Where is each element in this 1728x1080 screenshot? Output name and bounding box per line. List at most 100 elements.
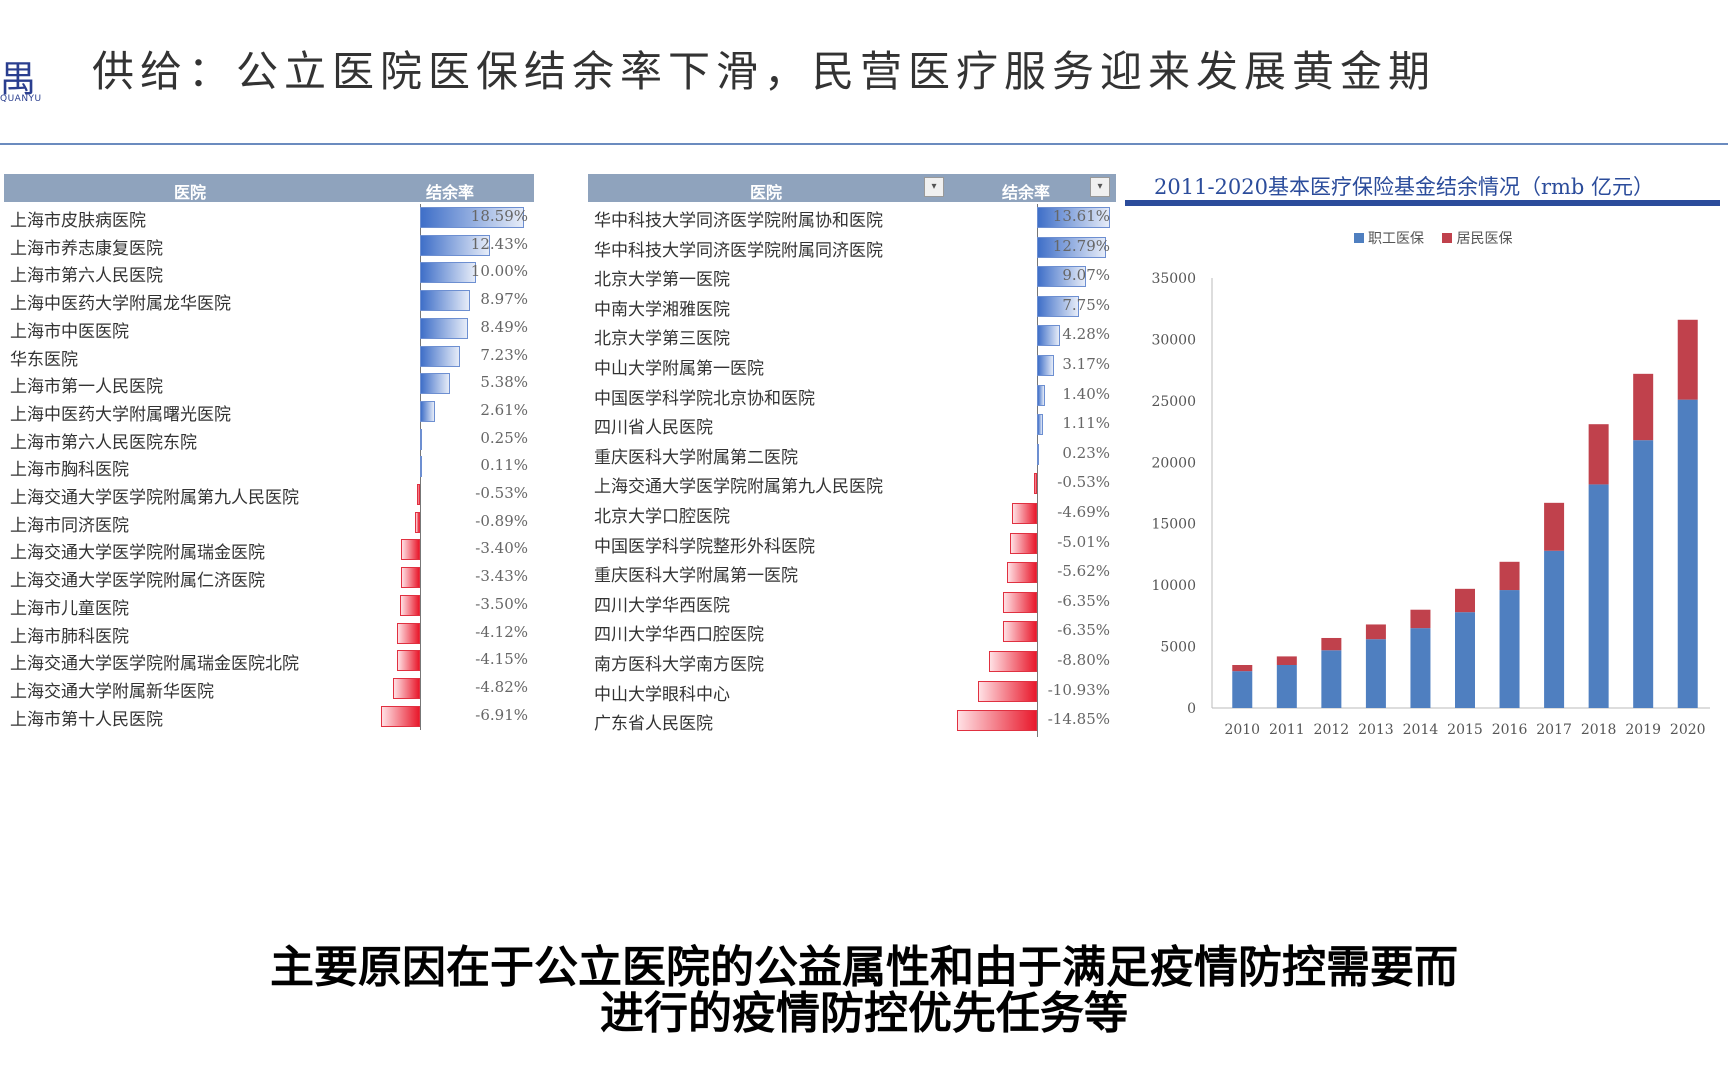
hospital-name: 南方医科大学南方医院 <box>594 655 764 675</box>
hospital-name: 上海市第六人民医院东院 <box>10 432 197 453</box>
table-row: 上海市第六人民医院 10.00% <box>4 259 534 286</box>
table-row: 上海中医药大学附属曙光医院 2.61% <box>4 398 534 425</box>
positive-rate-bar <box>1037 355 1055 376</box>
balance-rate: 12.79% <box>1052 236 1110 255</box>
y-tick-label: 15000 <box>1151 517 1196 533</box>
hospital-name: 上海市中医医院 <box>10 321 129 342</box>
left-header-rate: 结余率 <box>426 183 475 202</box>
positive-rate-bar <box>1037 443 1039 465</box>
positive-rate-bar <box>420 262 476 284</box>
hospital-name: 上海交通大学医学院附属第九人民医院 <box>10 488 299 508</box>
balance-rate: 0.23% <box>1062 443 1110 462</box>
bar-resident-insurance <box>1499 561 1520 591</box>
balance-rate: 2.61% <box>480 400 528 419</box>
hospital-name: 上海市儿童医院 <box>10 598 129 619</box>
balance-rate: -4.69% <box>1057 503 1110 521</box>
table-row: 上海市同济医院 -0.89% <box>4 509 534 536</box>
positive-rate-bar <box>420 234 490 256</box>
balance-rate: -0.89% <box>475 511 528 530</box>
x-tick-label: 2018 <box>1581 722 1617 738</box>
hospital-name: 华东医院 <box>10 349 78 370</box>
right-table-header: 医院 结余率 ▾ ▾ <box>588 174 1116 202</box>
table-row: 北京大学口腔医院 -4.69% <box>588 500 1116 527</box>
balance-rate: 7.75% <box>1062 295 1110 314</box>
positive-rate-bar <box>1037 325 1061 347</box>
hospital-name: 中国医学科学院北京协和医院 <box>594 388 815 409</box>
hospital-name: 上海市第一人民医院 <box>10 377 163 398</box>
negative-rate-bar <box>415 511 420 533</box>
table-row: 上海市第一人民医院 5.38% <box>4 370 534 397</box>
balance-rate: 4.28% <box>1062 325 1110 344</box>
hospital-name: 中南大学湘雅医院 <box>594 299 730 320</box>
table-row: 上海交通大学医学院附属瑞金医院北院 -4.15% <box>4 647 534 674</box>
negative-rate-bar <box>400 594 420 616</box>
hospital-name: 上海市养志康复医院 <box>10 238 163 259</box>
negative-rate-bar <box>400 539 420 561</box>
table-row: 四川大学华西医院 -6.35% <box>588 589 1116 616</box>
legend-label-employee: 职工医保 <box>1368 231 1424 247</box>
hospital-name: 中山大学附属第一医院 <box>594 359 764 379</box>
balance-rate: -6.35% <box>1057 591 1110 610</box>
x-tick-label: 2012 <box>1314 722 1350 738</box>
hospital-name: 上海市第十人民医院 <box>10 709 163 730</box>
legend-swatch-employee <box>1354 233 1364 243</box>
bar-employee-insurance <box>1544 550 1565 708</box>
right-bar-axis <box>1037 204 1038 737</box>
balance-rate: -14.85% <box>1047 710 1110 729</box>
table-row: 上海交通大学医学院附属仁济医院 -3.43% <box>4 564 534 591</box>
logo-wordmark: QUANYU <box>0 94 42 104</box>
legend-swatch-resident <box>1442 233 1453 243</box>
balance-rate: -0.53% <box>475 484 528 502</box>
bar-employee-insurance <box>1410 628 1431 708</box>
x-tick-label: 2016 <box>1492 722 1528 738</box>
negative-rate-bar <box>1002 591 1037 613</box>
hospital-name: 北京大学口腔医院 <box>594 507 730 527</box>
bar-employee-insurance <box>1365 639 1386 708</box>
balance-rate: 0.25% <box>480 428 528 447</box>
hospital-name: 上海市同济医院 <box>10 515 129 536</box>
balance-rate: 8.49% <box>480 317 528 336</box>
rate-filter-dropdown[interactable]: ▾ <box>1090 177 1110 197</box>
negative-rate-bar <box>977 680 1037 702</box>
negative-rate-bar <box>1006 562 1037 584</box>
bar-employee-insurance <box>1499 590 1520 708</box>
hospital-filter-dropdown[interactable]: ▾ <box>924 177 944 197</box>
positive-rate-bar <box>1037 236 1107 258</box>
x-tick-label: 2010 <box>1224 722 1260 738</box>
balance-rate: 8.97% <box>480 290 528 309</box>
table-row: 上海交通大学附属新华医院 -4.82% <box>4 675 534 702</box>
positive-rate-bar <box>420 456 422 478</box>
subtitle-line-1: 主要原因在于公立医院的公益属性和由于满足疫情防控需要而 <box>270 942 1458 993</box>
bar-resident-insurance <box>1365 624 1386 640</box>
hospital-name: 重庆医科大学附属第二医院 <box>594 447 798 468</box>
table-row: 上海市养志康复医院 12.43% <box>4 232 534 259</box>
balance-rate: -5.62% <box>1057 562 1110 581</box>
bar-employee-insurance <box>1321 650 1342 708</box>
right-header-hospital: 医院 <box>750 183 783 202</box>
x-tick-label: 2017 <box>1536 722 1572 738</box>
positive-rate-bar <box>1037 414 1043 436</box>
bar-resident-insurance <box>1588 424 1609 485</box>
table-row: 华中科技大学同济医学院附属协和医院 13.61% <box>588 204 1116 231</box>
y-tick-label: 20000 <box>1151 455 1196 471</box>
bar-employee-insurance <box>1276 665 1297 708</box>
balance-rate: 1.11% <box>1062 414 1110 433</box>
hospital-name: 四川大学华西医院 <box>594 595 730 616</box>
y-tick-label: 35000 <box>1151 271 1196 287</box>
hospital-name: 华中科技大学同济医学院附属同济医院 <box>594 240 883 261</box>
negative-rate-bar <box>381 705 420 727</box>
negative-rate-bar <box>1011 503 1037 524</box>
table-row: 上海市胸科医院 0.11% <box>4 453 534 480</box>
negative-rate-bar <box>396 650 420 672</box>
balance-rate: -4.82% <box>475 677 528 696</box>
hospital-name: 上海中医药大学附属龙华医院 <box>10 294 231 315</box>
positive-rate-bar <box>420 317 468 339</box>
hospital-name: 四川大学华西口腔医院 <box>594 625 764 646</box>
hospital-name: 上海交通大学医学院附属仁济医院 <box>10 571 265 592</box>
table-row: 上海市第六人民医院东院 0.25% <box>4 426 534 453</box>
table-row: 四川省人民医院 1.11% <box>588 411 1116 438</box>
negative-rate-bar <box>1002 621 1037 643</box>
balance-rate: 0.11% <box>480 456 528 475</box>
positive-rate-bar <box>1037 295 1079 317</box>
positive-rate-bar <box>1037 384 1045 406</box>
